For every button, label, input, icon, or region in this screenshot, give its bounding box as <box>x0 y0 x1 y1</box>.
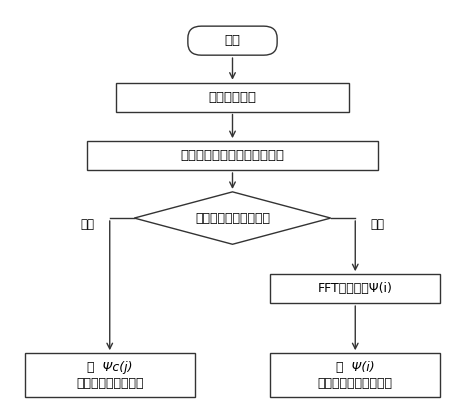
Text: 计算该段信号的自相关二阶矩: 计算该段信号的自相关二阶矩 <box>180 149 285 162</box>
Text: 由  Ψ(i): 由 Ψ(i) <box>336 361 375 374</box>
Text: 较短: 较短 <box>371 218 385 231</box>
Text: 可以估计出副载波速率: 可以估计出副载波速率 <box>318 377 393 390</box>
Text: 开始: 开始 <box>225 34 240 47</box>
Bar <box>87 141 378 170</box>
Text: FFT变换得到Ψ(i): FFT变换得到Ψ(i) <box>318 282 393 295</box>
Bar <box>271 353 440 397</box>
Text: 可以估计出伪码周期: 可以估计出伪码周期 <box>76 377 144 390</box>
Bar <box>271 274 440 303</box>
Text: 接收一段信号: 接收一段信号 <box>208 91 257 104</box>
Polygon shape <box>134 192 331 244</box>
FancyBboxPatch shape <box>188 26 277 55</box>
Bar <box>116 83 349 112</box>
Text: 较长: 较长 <box>80 218 94 231</box>
Bar <box>25 353 194 397</box>
Text: 自相关积分时间长短？: 自相关积分时间长短？ <box>195 212 270 225</box>
Text: 由  Ψc(j): 由 Ψc(j) <box>87 361 133 374</box>
